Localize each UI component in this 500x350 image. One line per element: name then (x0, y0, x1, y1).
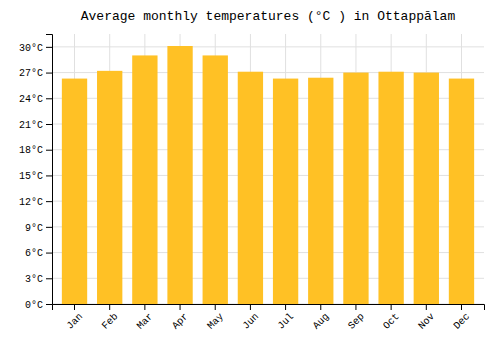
tick-mark (215, 304, 216, 310)
tick-label: Apr (170, 311, 191, 332)
tick: 24°C (19, 94, 52, 105)
bar (132, 55, 157, 304)
tick-mark (355, 304, 356, 310)
tick-label: 15°C (19, 171, 43, 182)
tick-mark (109, 304, 110, 310)
tick-label: 3°C (25, 274, 43, 285)
tick-label: Mar (135, 311, 156, 332)
bar (97, 71, 122, 304)
tick: Feb (100, 304, 121, 332)
tick-label: Sep (346, 311, 367, 332)
tick: 15°C (19, 171, 52, 182)
axis-line (53, 305, 485, 311)
plot: 0°C 3°C 6°C 9°C 12°C 15°C 18°C 21°C 24°C 27°C 30°C… (19, 34, 485, 332)
tick-label: 0°C (25, 300, 43, 311)
tick-mark (46, 253, 52, 254)
tick-label: Jul (276, 311, 297, 332)
tick-mark (320, 304, 321, 310)
tick-mark (46, 47, 52, 48)
tick-label: Jan (65, 311, 86, 332)
x-axis: Jan Feb Mar Apr May Jun Jul Aug Sep Oct Nov Dec (53, 304, 485, 332)
tick-mark (180, 304, 181, 310)
tick-mark (46, 227, 52, 228)
bar (308, 78, 333, 304)
bar (62, 79, 87, 304)
tick-mark (46, 150, 52, 151)
tick-mark (46, 98, 52, 99)
tick-mark (250, 304, 251, 310)
tick: Nov (416, 304, 437, 332)
bar (203, 55, 228, 304)
bar (378, 72, 403, 304)
tick-label: May (205, 311, 226, 332)
bar (414, 73, 439, 304)
tick-label: 9°C (25, 223, 43, 234)
tick: Sep (346, 304, 367, 332)
tick: 6°C (25, 248, 52, 259)
tick-label: 6°C (25, 248, 43, 259)
tick: 12°C (19, 197, 52, 208)
tick-label: Aug (311, 311, 332, 332)
tick-mark (46, 175, 52, 176)
tick-label: Dec (452, 311, 473, 332)
tick-mark (46, 124, 52, 125)
tick-mark (461, 304, 462, 310)
grid-line (52, 46, 484, 47)
tick: Aug (311, 304, 332, 332)
tick-label: Jun (240, 311, 261, 332)
bar (273, 79, 298, 304)
axis-line (46, 35, 53, 305)
tick: 21°C (19, 120, 52, 131)
tick-label: 30°C (19, 43, 43, 54)
tick: 27°C (19, 68, 52, 79)
tick: 18°C (19, 145, 52, 156)
tick: Apr (170, 304, 191, 332)
tick: Jul (276, 304, 297, 332)
tick-mark (391, 304, 392, 310)
bars (62, 46, 474, 304)
tick-label: Feb (100, 311, 121, 332)
grid (52, 34, 484, 304)
tick-mark (46, 278, 52, 279)
bar (449, 79, 474, 304)
tick: Jun (240, 304, 261, 332)
tick-label: Nov (416, 311, 437, 332)
bar (167, 46, 192, 304)
tick: Dec (452, 304, 473, 332)
bar (343, 73, 368, 304)
tick-mark (74, 304, 75, 310)
tick-label: 12°C (19, 197, 43, 208)
tick: May (205, 304, 226, 332)
tick-mark (144, 304, 145, 310)
tick: Jan (65, 304, 86, 332)
tick-label: 18°C (19, 145, 43, 156)
tick-label: 27°C (19, 68, 43, 79)
tick-mark (46, 73, 52, 74)
tick: 3°C (25, 274, 52, 285)
bar (238, 72, 263, 304)
tick: 9°C (25, 223, 52, 234)
tick-mark (46, 304, 52, 305)
tick-label: 24°C (19, 94, 43, 105)
tick: Oct (381, 304, 402, 332)
tick-label: Oct (381, 311, 402, 332)
y-axis: 0°C 3°C 6°C 9°C 12°C 15°C 18°C 21°C 24°C 27°C 30°C (19, 35, 53, 311)
tick-mark (285, 304, 286, 310)
tick-label: 21°C (19, 120, 43, 131)
tick: 0°C (25, 300, 52, 311)
title: Average monthly temperatures (°C ) in Ot… (81, 9, 456, 24)
tick-mark (46, 201, 52, 202)
tick: 30°C (19, 43, 52, 54)
chart: 0°C 3°C 6°C 9°C 12°C 15°C 18°C 21°C 24°C 27°C 30°C… (0, 0, 500, 350)
tick-mark (426, 304, 427, 310)
tick: Mar (135, 304, 156, 332)
